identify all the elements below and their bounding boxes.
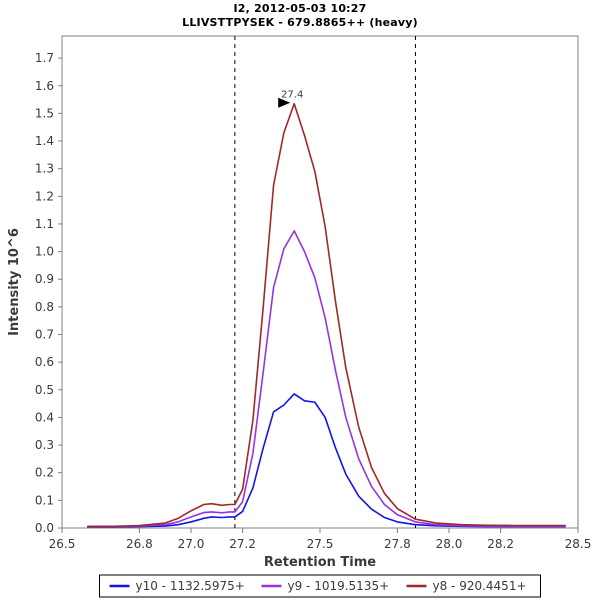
- x-tick-label: 27.0: [178, 537, 205, 551]
- y-tick-label: 1.0: [35, 245, 54, 259]
- legend-label[interactable]: y8 - 920.4451+: [433, 579, 527, 593]
- y-tick-label: 0.4: [35, 410, 54, 424]
- y-tick-label: 1.6: [35, 79, 54, 93]
- legend-box: [99, 574, 541, 598]
- y-tick-label: 0.3: [35, 438, 54, 452]
- x-tick-label: 28.2: [487, 537, 514, 551]
- x-tick-label: 26.5: [49, 537, 76, 551]
- y-tick-label: 1.7: [35, 51, 54, 65]
- x-tick-label: 26.8: [126, 537, 153, 551]
- y-tick-label: 0.0: [35, 521, 54, 535]
- y-tick-label: 0.8: [35, 300, 54, 314]
- y-tick-label: 0.5: [35, 383, 54, 397]
- y-axis-ticks: 0.0 0.1 0.2 0.3 0.4 0.5 0.6 0.7 0.8 0.9 1.0 1.1 1.2 1…: [35, 51, 62, 535]
- integration-boundaries: [234, 36, 416, 528]
- x-tick-label: 28.5: [565, 537, 592, 551]
- y-tick-label: 1.3: [35, 162, 54, 176]
- x-tick-label: 27.8: [384, 537, 411, 551]
- x-tick-label: 28.0: [436, 537, 463, 551]
- plot-frame: [61, 35, 579, 529]
- y-axis-title: Intensity 10^6: [7, 228, 22, 336]
- y-tick-label: 0.6: [35, 355, 54, 369]
- peak-apex-label: 27.4: [281, 90, 303, 101]
- x-tick-label: 27.5: [307, 537, 334, 551]
- peak-apex-marker: [278, 97, 291, 108]
- y-tick-label: 1.1: [35, 217, 54, 231]
- x-tick-label: 27.2: [229, 537, 256, 551]
- y-tick-label: 0.2: [35, 466, 54, 480]
- x-axis-ticks: 26.5 26.8 27.0 27.2 27.5 27.8 28.0 28.2 28.5: [49, 528, 592, 551]
- y-tick-label: 1.2: [35, 189, 54, 203]
- y-tick-label: 1.4: [35, 134, 54, 148]
- y-tick-label: 0.9: [35, 272, 54, 286]
- y-tick-label: 0.1: [35, 493, 54, 507]
- legend: y10 - 1132.5975+ y9 - 1019.5135+ y8 - 920.…: [99, 574, 541, 598]
- peak-annotation: 27.4: [278, 90, 303, 108]
- legend-label[interactable]: y9 - 1019.5135+: [288, 579, 390, 593]
- y-tick-label: 0.7: [35, 328, 54, 342]
- legend-label[interactable]: y10 - 1132.5975+: [136, 579, 245, 593]
- trace-group: [87, 102, 566, 528]
- chromatogram-trace: [87, 230, 566, 528]
- y-tick-label: 1.5: [35, 106, 54, 120]
- x-axis-title: Retention Time: [264, 555, 376, 570]
- chromatogram-trace: [87, 393, 566, 528]
- chromatogram-trace: [87, 102, 566, 528]
